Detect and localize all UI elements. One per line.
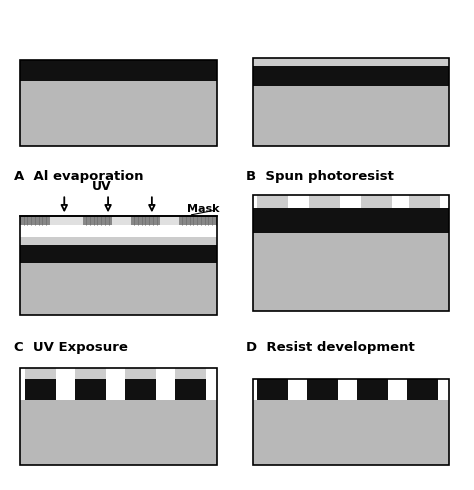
Bar: [309, 195, 340, 208]
Bar: [407, 379, 438, 400]
Bar: [25, 368, 56, 379]
Text: C  UV Exposure: C UV Exposure: [14, 341, 128, 354]
Bar: [20, 237, 217, 245]
Bar: [357, 379, 388, 400]
Bar: [125, 379, 156, 400]
Bar: [307, 379, 338, 400]
Bar: [83, 216, 112, 225]
Bar: [175, 368, 206, 379]
Bar: [20, 368, 217, 465]
Bar: [20, 216, 217, 225]
Bar: [253, 86, 449, 146]
Bar: [75, 368, 106, 379]
Bar: [131, 216, 160, 225]
Bar: [253, 400, 449, 465]
Text: UV: UV: [92, 180, 112, 193]
Bar: [253, 208, 449, 233]
Bar: [20, 216, 50, 225]
Bar: [20, 60, 217, 146]
Bar: [253, 58, 449, 66]
Bar: [253, 379, 449, 465]
Bar: [179, 216, 217, 225]
Bar: [257, 379, 288, 400]
Bar: [75, 379, 106, 400]
Text: B  Spun photoresist: B Spun photoresist: [246, 170, 394, 183]
Bar: [25, 379, 56, 400]
Bar: [20, 400, 217, 465]
Bar: [20, 216, 217, 315]
Bar: [361, 195, 392, 208]
Bar: [253, 195, 449, 311]
Bar: [20, 263, 217, 315]
Text: D  Resist development: D Resist development: [246, 341, 415, 354]
Bar: [253, 66, 449, 86]
Text: Mask: Mask: [187, 204, 219, 214]
Bar: [253, 233, 449, 311]
Bar: [20, 245, 217, 263]
Bar: [253, 58, 449, 146]
Text: A  Al evaporation: A Al evaporation: [14, 170, 144, 183]
Bar: [125, 368, 156, 379]
Bar: [20, 81, 217, 146]
Bar: [20, 60, 217, 81]
Bar: [175, 379, 206, 400]
Bar: [257, 195, 288, 208]
Bar: [409, 195, 440, 208]
